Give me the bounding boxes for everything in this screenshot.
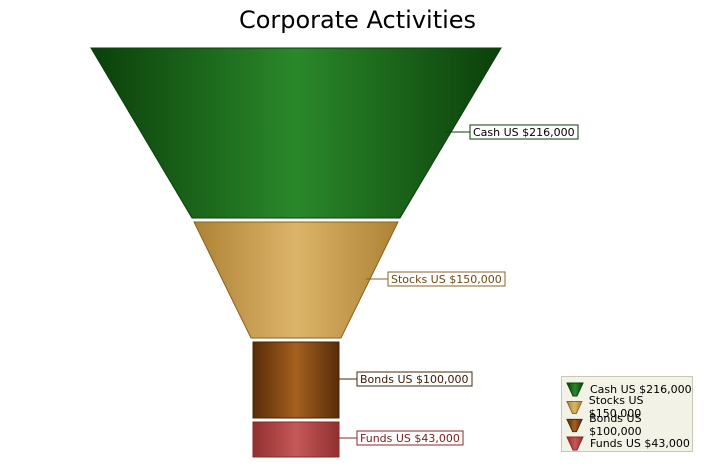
data-label-funds: Funds US $43,000 (360, 432, 460, 445)
legend-funnel-icon (566, 400, 583, 414)
legend-label: Bonds US $100,000 (589, 412, 642, 438)
chart-title: Corporate Activities (238, 6, 477, 34)
data-label-bonds: Bonds US $100,000 (360, 373, 468, 386)
legend-funnel-icon (566, 436, 584, 450)
funnel-segment-funds (252, 421, 340, 458)
data-label-stocks: Stocks US $150,000 (391, 273, 502, 286)
legend-label: Funds US $43,000 (590, 436, 690, 450)
legend-item-cash: Cash US $216,000 (566, 380, 692, 398)
legend-item-stocks: Stocks US $150,000 (566, 394, 692, 420)
funnel-segment-bonds (252, 341, 340, 419)
funnel-segment-cash (90, 47, 502, 219)
data-label-box-stocks (387, 271, 506, 287)
funnel-segment-stocks (193, 221, 399, 339)
data-label-box-cash (469, 124, 579, 140)
legend: Cash US $216,000 Stocks US $150,000 Bonds … (561, 376, 693, 452)
data-label-cash: Cash US $216,000 (473, 126, 575, 139)
legend-label: Stocks US $150,000 (588, 394, 644, 420)
legend-item-funds: Funds US $43,000 (566, 434, 692, 452)
data-label-box-bonds (356, 371, 473, 387)
data-label-box-funds (356, 430, 464, 446)
legend-item-bonds: Bonds US $100,000 (566, 412, 692, 438)
legend-label: Cash US $216,000 (590, 382, 692, 396)
legend-funnel-icon (566, 418, 583, 432)
legend-funnel-icon (566, 382, 584, 396)
